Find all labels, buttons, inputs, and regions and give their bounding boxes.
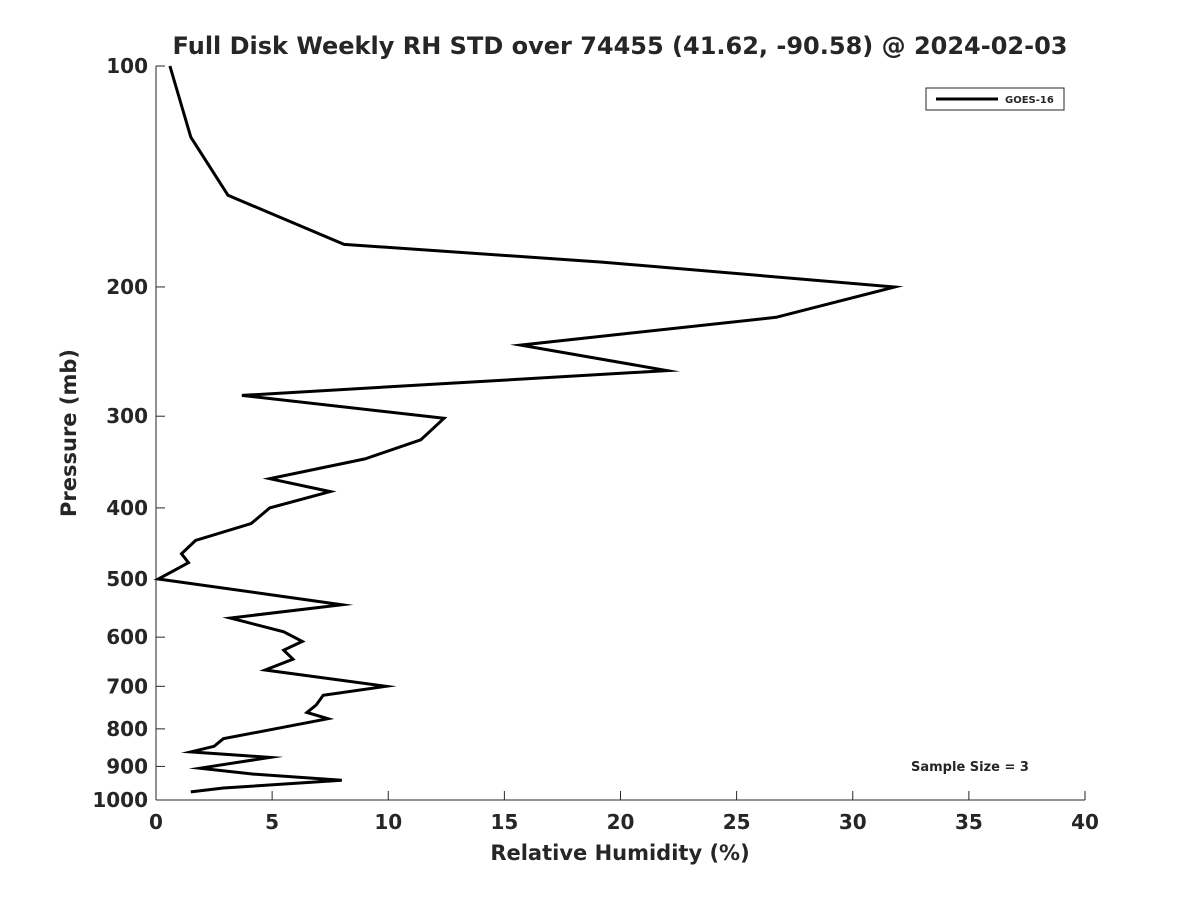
x-tick-label: 10	[374, 810, 402, 834]
x-tick-label: 0	[149, 810, 163, 834]
x-ticks: 0 5 10 15 20 25 30 35 40	[149, 791, 1099, 834]
y-ticks: 100 200 300 400 500 600 700 800 900 1000	[92, 54, 165, 812]
x-tick-label: 20	[607, 810, 635, 834]
x-tick-label: 5	[265, 810, 279, 834]
y-tick-label: 1000	[92, 788, 148, 812]
chart-title: Full Disk Weekly RH STD over 74455 (41.6…	[173, 32, 1068, 60]
y-tick-label: 600	[106, 625, 148, 649]
axes	[155, 66, 1085, 801]
series-line-goes-16	[153, 65, 904, 794]
y-tick-label: 700	[106, 674, 148, 698]
y-tick-label: 200	[106, 275, 148, 299]
x-tick-label: 30	[839, 810, 867, 834]
y-tick-label: 500	[106, 567, 148, 591]
y-axis-label: Pressure (mb)	[57, 349, 81, 517]
y-tick-label: 900	[106, 754, 148, 778]
y-tick-label: 300	[106, 404, 148, 428]
legend-label-goes-16: GOES-16	[1005, 95, 1054, 106]
x-tick-label: 15	[490, 810, 518, 834]
y-tick-label: 800	[106, 717, 148, 741]
legend: GOES-16	[925, 87, 1065, 111]
x-tick-label: 40	[1071, 810, 1099, 834]
series-layer	[153, 65, 904, 794]
sample-size-annotation: Sample Size = 3	[911, 760, 1029, 775]
x-tick-label: 35	[955, 810, 983, 834]
y-tick-label: 400	[106, 496, 148, 520]
x-axis-label: Relative Humidity (%)	[490, 841, 749, 865]
y-tick-label: 100	[106, 54, 148, 78]
x-tick-label: 25	[723, 810, 751, 834]
